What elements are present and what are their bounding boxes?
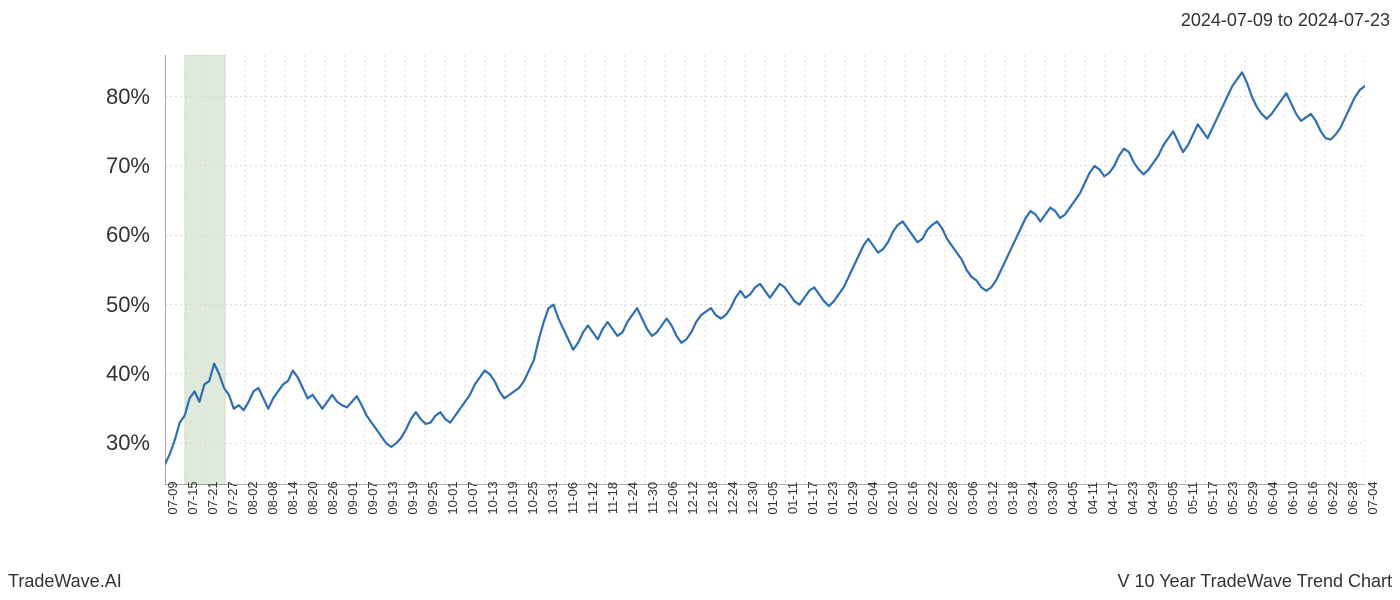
- x-tick-label: 08-14: [285, 481, 300, 514]
- x-tick-label: 09-13: [385, 481, 400, 514]
- x-tick-label: 06-16: [1305, 481, 1320, 514]
- x-tick-label: 10-07: [465, 481, 480, 514]
- x-tick-label: 06-28: [1345, 481, 1360, 514]
- x-tick-label: 08-02: [245, 481, 260, 514]
- x-tick-label: 06-22: [1325, 481, 1340, 514]
- x-tick-label: 05-11: [1185, 482, 1200, 514]
- x-tick-label: 11-30: [645, 482, 660, 514]
- x-tick-label: 07-04: [1365, 481, 1380, 514]
- x-tick-label: 08-08: [265, 481, 280, 514]
- x-tick-label: 04-11: [1085, 482, 1100, 514]
- x-tick-label: 12-06: [665, 481, 680, 514]
- x-tick-label: 02-04: [865, 481, 880, 514]
- y-tick-label: 50%: [106, 292, 150, 318]
- y-tick-label: 70%: [106, 153, 150, 179]
- footer-brand: TradeWave.AI: [8, 571, 122, 592]
- x-tick-label: 03-24: [1025, 481, 1040, 514]
- x-tick-label: 06-10: [1285, 481, 1300, 514]
- y-tick-label: 60%: [106, 222, 150, 248]
- x-tick-label: 03-18: [1005, 481, 1020, 514]
- date-range-label: 2024-07-09 to 2024-07-23: [1181, 10, 1390, 31]
- x-tick-label: 05-17: [1205, 481, 1220, 514]
- x-tick-label: 12-30: [745, 481, 760, 514]
- x-axis: 07-0907-1507-2107-2708-0208-0808-1408-20…: [165, 490, 1365, 570]
- x-tick-label: 05-23: [1225, 481, 1240, 514]
- x-tick-label: 02-28: [945, 481, 960, 514]
- x-tick-label: 09-19: [405, 481, 420, 514]
- x-tick-label: 04-17: [1105, 481, 1120, 514]
- x-tick-label: 11-06: [565, 482, 580, 514]
- x-tick-label: 11-24: [625, 482, 640, 514]
- x-tick-label: 03-12: [985, 481, 1000, 514]
- x-tick-label: 12-18: [705, 481, 720, 514]
- x-tick-label: 02-10: [885, 481, 900, 514]
- x-tick-label: 09-07: [365, 481, 380, 514]
- x-tick-label: 01-05: [765, 481, 780, 514]
- x-tick-label: 08-26: [325, 481, 340, 514]
- y-tick-label: 40%: [106, 361, 150, 387]
- x-tick-label: 10-13: [485, 481, 500, 514]
- x-tick-label: 07-21: [205, 481, 220, 514]
- x-tick-label: 03-06: [965, 481, 980, 514]
- x-tick-label: 01-11: [785, 482, 800, 514]
- footer-chart-title: V 10 Year TradeWave Trend Chart: [1118, 571, 1393, 592]
- x-tick-label: 07-09: [165, 481, 180, 514]
- x-tick-label: 07-15: [185, 481, 200, 514]
- x-tick-label: 11-12: [585, 482, 600, 514]
- y-tick-label: 80%: [106, 84, 150, 110]
- x-tick-label: 10-31: [545, 481, 560, 514]
- x-tick-label: 03-30: [1045, 481, 1060, 514]
- x-tick-label: 10-25: [525, 481, 540, 514]
- x-tick-label: 06-04: [1265, 481, 1280, 514]
- x-tick-label: 01-23: [825, 481, 840, 514]
- trend-chart: [165, 55, 1365, 485]
- x-tick-label: 02-22: [925, 481, 940, 514]
- x-tick-label: 04-23: [1125, 481, 1140, 514]
- x-tick-label: 07-27: [225, 481, 240, 514]
- x-tick-label: 02-16: [905, 481, 920, 514]
- x-tick-label: 12-24: [725, 481, 740, 514]
- x-tick-label: 04-29: [1145, 481, 1160, 514]
- x-tick-label: 05-05: [1165, 481, 1180, 514]
- x-tick-label: 08-20: [305, 481, 320, 514]
- chart-svg: [165, 55, 1365, 485]
- y-tick-label: 30%: [106, 430, 150, 456]
- x-tick-label: 01-17: [805, 481, 820, 514]
- x-tick-label: 05-29: [1245, 481, 1260, 514]
- x-tick-label: 11-18: [605, 482, 620, 514]
- x-tick-label: 10-01: [445, 481, 460, 514]
- x-tick-label: 09-01: [345, 481, 360, 514]
- x-tick-label: 04-05: [1065, 481, 1080, 514]
- x-tick-label: 01-29: [845, 481, 860, 514]
- y-axis: 30% 40% 50% 60% 70% 80%: [0, 55, 160, 485]
- x-tick-label: 09-25: [425, 481, 440, 514]
- x-tick-label: 12-12: [685, 481, 700, 514]
- x-tick-label: 10-19: [505, 481, 520, 514]
